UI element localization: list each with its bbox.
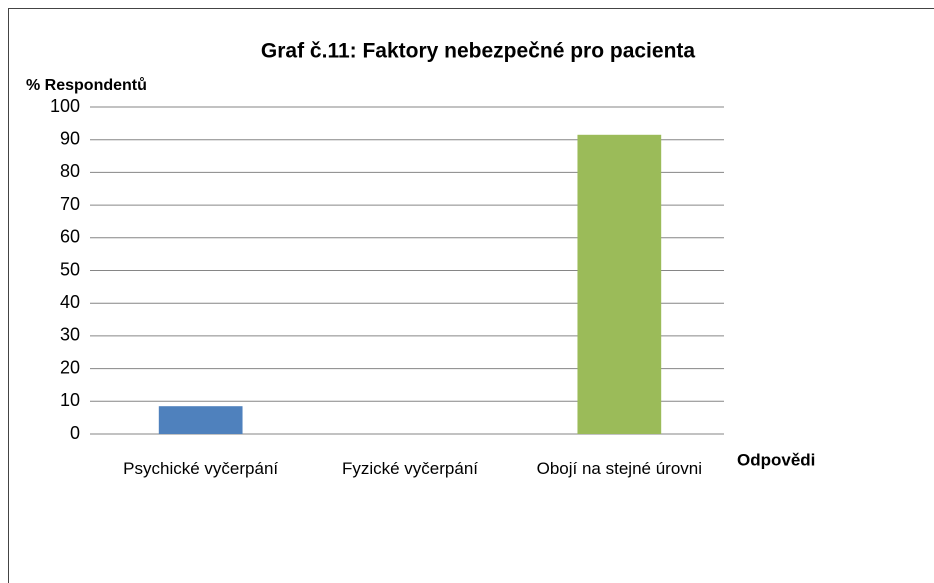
- y-tick-label: 60: [60, 227, 80, 247]
- y-tick-label: 100: [50, 96, 80, 116]
- y-tick-label: 50: [60, 259, 80, 279]
- x-tick-label: Obojí na stejné úrovni: [536, 459, 703, 478]
- x-axis-label: Odpovědi: [737, 450, 815, 469]
- frame: [8, 8, 934, 583]
- y-tick-label: 20: [60, 357, 80, 377]
- bar: [577, 134, 662, 435]
- y-tick-label: 0: [70, 423, 80, 443]
- y-tick-label: 70: [60, 194, 80, 214]
- y-tick-label: 90: [60, 128, 80, 148]
- y-tick-label: 80: [60, 161, 80, 181]
- x-tick-label: Psychické vyčerpání: [123, 459, 279, 478]
- y-tick-label: 30: [60, 325, 80, 345]
- bar: [158, 406, 243, 434]
- y-tick-label: 40: [60, 292, 80, 312]
- y-axis-label: % Respondentů: [26, 77, 147, 94]
- chart-title: Graf č.11: Faktory nebezpečné pro pacien…: [261, 40, 695, 63]
- y-tick-label: 10: [60, 390, 80, 410]
- x-tick-label: Fyzické vyčerpání: [341, 459, 479, 478]
